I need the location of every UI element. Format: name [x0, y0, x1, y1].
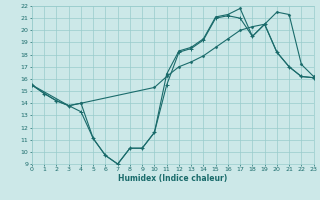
X-axis label: Humidex (Indice chaleur): Humidex (Indice chaleur)	[118, 174, 228, 183]
